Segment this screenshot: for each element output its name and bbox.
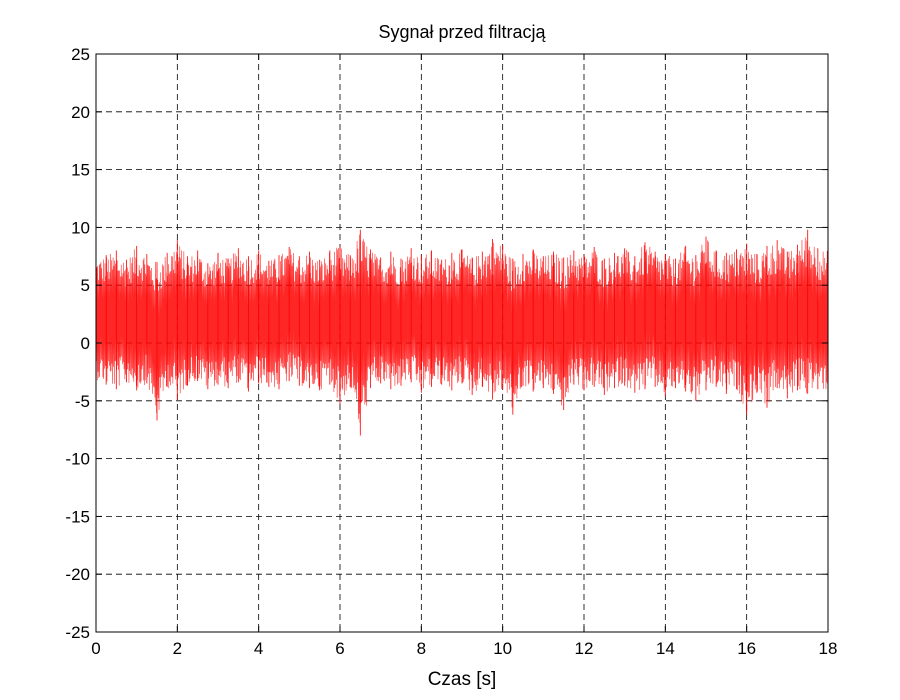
y-tick-label: 20 [71,103,90,122]
x-tick-label: 8 [417,639,426,658]
x-tick-label: 0 [91,639,100,658]
y-tick-label: 5 [81,276,90,295]
x-tick-label: 12 [575,639,594,658]
x-axis-label: Czas [s] [428,669,497,690]
signal-series [95,229,829,436]
x-tick-label: 16 [737,639,756,658]
chart-title: Sygnał przed filtracją [378,22,546,42]
y-tick-label: 25 [71,45,90,64]
y-tick-label: 10 [71,218,90,237]
x-tick-label: 2 [173,639,182,658]
y-tick-label: -15 [65,507,90,526]
x-tick-label: 14 [656,639,675,658]
y-tick-label: 0 [81,334,90,353]
x-tick-label: 6 [335,639,344,658]
y-tick-label: -5 [75,392,90,411]
plot-area: 0 2 4 6 8 10 12 14 16 18 25 20 15 10 5 0 -5 -10 -15 -20 -25 [65,45,837,658]
y-tick-label: -20 [65,565,90,584]
y-tick-label: -25 [65,623,90,642]
axis-ticks: 0 2 4 6 8 10 12 14 16 18 25 20 15 10 5 0 -5 -10 -15 -20 -25 [65,45,837,658]
y-tick-label: -10 [65,450,90,469]
x-tick-label: 10 [493,639,512,658]
x-tick-label: 18 [819,639,838,658]
y-tick-label: 15 [71,161,90,180]
x-tick-label: 4 [254,639,263,658]
